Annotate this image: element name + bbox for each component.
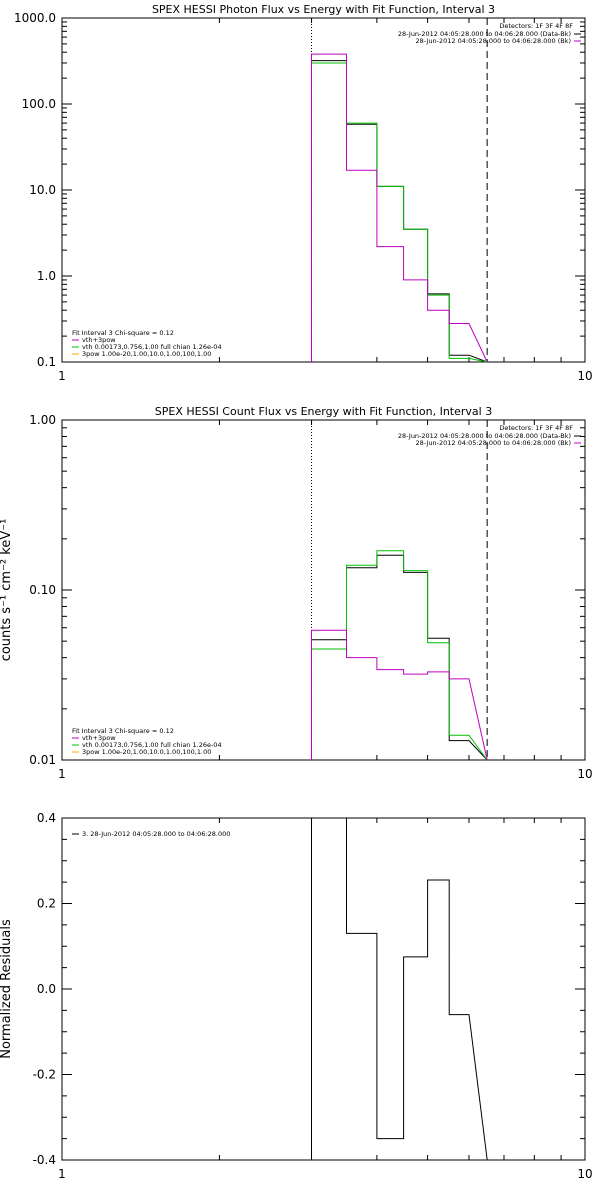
plot-frame: [61, 419, 586, 761]
chart-title: SPEX HESSI Photon Flux vs Energy with Fi…: [152, 3, 495, 16]
y-tick-label: -0.2: [33, 1068, 56, 1082]
legend-right-entry: 28-Jun-2012 04:05:28.000 to 04:06:28.000…: [416, 439, 571, 447]
chart-panel-3: Normalized Residuals -0.4 -0.2 0.0 0.2 0.4 1 10…: [0, 811, 593, 1181]
legend-left-entry: 3pow 1.00e-20,1.00,10.0,1.00,100,1.00: [82, 350, 211, 358]
series-1-histogram: [311, 554, 488, 761]
legend-left-entry: vth+3pow: [82, 336, 116, 344]
y-axis-label: Normalized Residuals: [0, 919, 14, 1059]
legend-right-title: Detectors: 1F 3F 4F 8F: [499, 22, 573, 30]
x-tick-label: 1: [58, 767, 66, 781]
series-3-histogram: [311, 629, 488, 761]
legend-left-entry: 3. 28-Jun-2012 04:05:28.000 to 04:06:28.…: [82, 830, 230, 838]
y-tick-label: 1000.0: [14, 11, 56, 25]
legend-left-entry: vth 0.00173,0.756,1.00 full chian 1.26e-…: [82, 343, 222, 351]
x-tick-label: 10: [577, 369, 592, 383]
legend-left-entry: vth 0.00173,0.756,1.00 full chian 1.26e-…: [82, 741, 222, 749]
legend-left-title: Fit Interval 3 Chi-square = 0.12: [72, 727, 174, 735]
chart-panel-2: SPEX HESSI Count Flux vs Energy with Fit…: [0, 405, 593, 781]
y-tick-label: 100.0: [22, 97, 56, 111]
plot-frame: [61, 817, 586, 1161]
chart-title: SPEX HESSI Count Flux vs Energy with Fit…: [155, 405, 492, 418]
y-tick-label: 0.0: [37, 982, 56, 996]
y-tick-label: -0.4: [33, 1153, 56, 1167]
y-tick-label: 0.4: [37, 811, 56, 825]
series-1-histogram: [311, 817, 488, 1161]
y-tick-label: 0.1: [37, 355, 56, 369]
chart-panel-1: SPEX HESSI Photon Flux vs Energy with Fi…: [14, 3, 593, 383]
legend-right-entry: 28-Jun-2012 04:05:28.000 to 04:06:28.000…: [416, 37, 571, 45]
series-2-histogram: [311, 550, 488, 761]
plot-frame: [61, 17, 586, 363]
legend-right-entry: 28-Jun-2012 04:05:28.000 to 04:06:28.000…: [398, 30, 571, 38]
y-tick-label: 10.0: [29, 183, 56, 197]
series-1-histogram: [311, 60, 488, 363]
y-tick-label: 0.2: [37, 897, 56, 911]
y-tick-label: 1.00: [29, 413, 56, 427]
legend-right-title: Detectors: 1F 3F 4F 8F: [499, 424, 573, 432]
y-tick-label: 0.01: [29, 753, 56, 767]
legend-right-entry: 28-Jun-2012 04:05:28.000 to 04:06:28.000…: [398, 432, 571, 440]
legend-left-entry: vth+3pow: [82, 734, 116, 742]
y-axis-label: counts s⁻¹ cm⁻² keV⁻¹: [0, 519, 14, 662]
y-tick-label: 0.10: [29, 583, 56, 597]
legend-left-entry: 3pow 1.00e-20,1.00,10.0,1.00,100,1.00: [82, 748, 211, 756]
legend-left-title: Fit Interval 3 Chi-square = 0.12: [72, 329, 174, 337]
series-3-histogram: [311, 53, 488, 363]
x-tick-label: 1: [58, 1167, 66, 1181]
x-tick-label: 1: [58, 369, 66, 383]
series-2-histogram: [311, 62, 488, 363]
x-tick-label: 10: [577, 767, 592, 781]
x-tick-label: 10: [577, 1167, 592, 1181]
y-tick-label: 1.0: [37, 269, 56, 283]
